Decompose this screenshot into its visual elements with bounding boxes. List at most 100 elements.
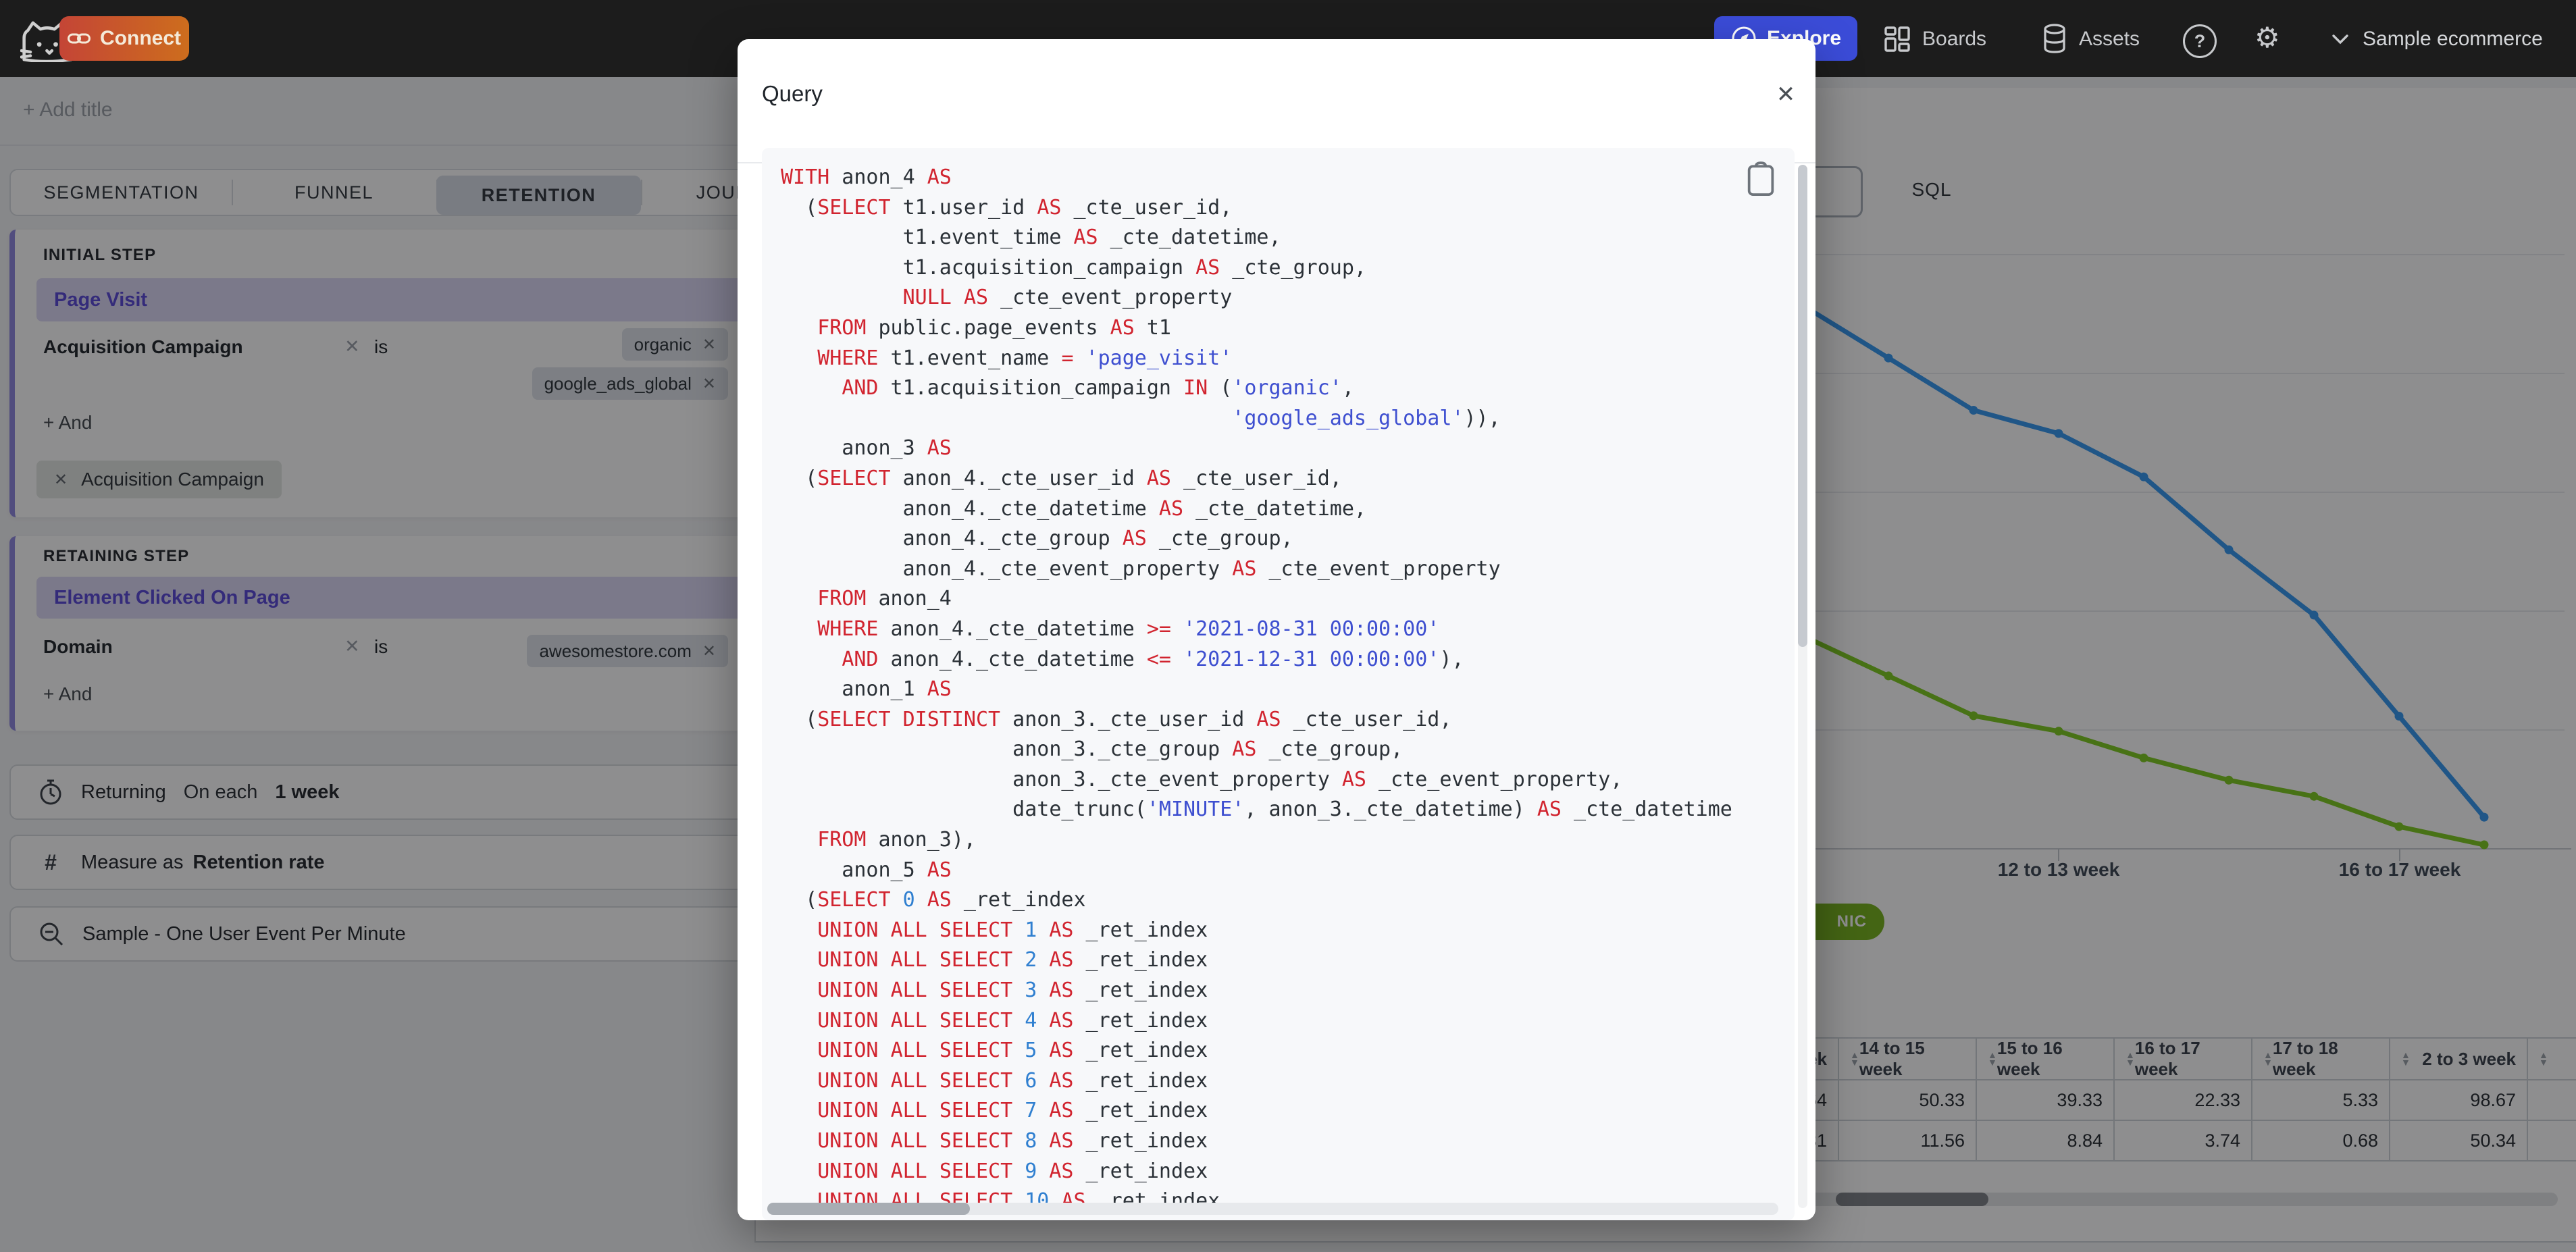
- table-header-cell[interactable]: ▲ ▼ 15 to 16 week: [1977, 1037, 2115, 1080]
- help-icon[interactable]: ?: [2183, 24, 2217, 58]
- sql-code-line: UNION ALL SELECT 5 AS _ret_index: [817, 1039, 1208, 1063]
- sql-code-line: (SELECT t1.user_id AS _cte_user_id,: [781, 195, 1233, 219]
- tab-divider: [232, 180, 233, 205]
- sort-icon[interactable]: ▲▼: [1988, 1049, 1997, 1068]
- code-horizontal-scrollbar-thumb[interactable]: [767, 1203, 970, 1215]
- assets-database-icon: [2044, 24, 2065, 53]
- tab-divider: [641, 180, 642, 205]
- data-point: [1969, 711, 1978, 721]
- retaining-filter-operator[interactable]: is: [374, 636, 388, 657]
- legend-badge-label: NIC: [1836, 912, 1867, 931]
- chip-remove-icon[interactable]: ✕: [702, 335, 716, 354]
- sql-code-line: WHERE anon_4._cte_datetime >= '2021-08-3…: [817, 617, 1440, 641]
- filter-value-chip[interactable]: organic ✕: [621, 328, 728, 361]
- stopwatch-icon: [40, 779, 61, 805]
- sql-code-line: AND t1.acquisition_campaign IN ('organic…: [842, 376, 1354, 400]
- sql-code-line: anon_3._cte_group AS _cte_group,: [781, 737, 1403, 762]
- initial-add-and-button[interactable]: + And: [43, 412, 93, 433]
- retaining-filter-name[interactable]: Domain: [43, 636, 113, 657]
- connect-label: Connect: [100, 27, 181, 49]
- sort-icon[interactable]: ▲▼: [2126, 1049, 2135, 1068]
- sql-code-line: (SELECT anon_4._cte_user_id AS _cte_user…: [781, 466, 1342, 490]
- measure-label: Measure as: [81, 851, 184, 873]
- initial-filter-operator[interactable]: is: [374, 336, 388, 357]
- table-cell: 11.56: [1839, 1121, 1977, 1162]
- initial-filter-remove-icon[interactable]: ✕: [344, 336, 360, 357]
- table-header-label: 16 to 17 week: [2134, 1038, 2200, 1079]
- code-horizontal-scrollbar[interactable]: [767, 1203, 1778, 1215]
- table-header-cell[interactable]: ▲ ▼ 16 to 17 week: [2115, 1037, 2252, 1080]
- tab-retention[interactable]: RETENTION: [436, 176, 641, 215]
- table-header-label: 14 to 15 week: [1859, 1038, 1925, 1079]
- sql-code-line: UNION ALL SELECT 3 AS _ret_index: [817, 979, 1208, 1003]
- view-tab-sql[interactable]: SQL: [1911, 179, 1952, 200]
- tab-funnel[interactable]: FUNNEL: [294, 182, 373, 203]
- returning-value: 1 week: [275, 781, 340, 803]
- sort-icon[interactable]: ▲▼: [2539, 1049, 2548, 1068]
- settings-gear-icon[interactable]: ⚙: [2255, 22, 2280, 53]
- measure-row[interactable]: # Measure as Retention rate: [9, 835, 877, 890]
- table-cell: 22.33: [2115, 1080, 2252, 1121]
- add-title-button[interactable]: + Add title: [23, 99, 113, 121]
- connect-button[interactable]: Connect: [59, 16, 189, 61]
- table-header-cell[interactable]: ▲▼3: [2528, 1037, 2576, 1080]
- data-point: [2224, 545, 2234, 554]
- sort-icon[interactable]: ▲▼: [2263, 1049, 2273, 1068]
- initial-step-card: INITIAL STEP Page Visit Acquisition Camp…: [9, 230, 852, 517]
- filter-value-label: organic: [634, 334, 692, 355]
- sort-icon[interactable]: ▲▼: [1850, 1049, 1859, 1068]
- returning-mid-label: On each: [183, 781, 258, 803]
- data-point: [2394, 822, 2404, 831]
- table-cell: [2528, 1080, 2576, 1121]
- initial-breakdown-chip[interactable]: ✕ Acquisition Campaign: [36, 461, 282, 498]
- sql-code-line: anon_5 AS: [781, 858, 952, 882]
- table-cell: 5.33: [2252, 1080, 2390, 1121]
- chip-remove-icon[interactable]: ✕: [702, 374, 716, 393]
- chevron-down-icon: [2332, 34, 2348, 45]
- table-horizontal-scrollbar-thumb[interactable]: [1836, 1193, 1988, 1206]
- close-icon[interactable]: ✕: [1776, 82, 1796, 107]
- table-cell: 0.68: [2252, 1121, 2390, 1162]
- filter-value-label: awesomestore.com: [539, 640, 692, 661]
- chip-remove-icon[interactable]: ✕: [702, 642, 716, 660]
- workspace-selector[interactable]: Sample ecommerce: [2332, 20, 2543, 58]
- sql-code-line: FROM public.page_events AS t1: [817, 315, 1171, 340]
- table-header-label: 2 to 3 week: [2422, 1048, 2516, 1069]
- sql-code-text: WITH anon_4 AS (SELECT t1.user_id AS _ct…: [781, 163, 1732, 1220]
- retaining-add-and-button[interactable]: + And: [43, 683, 93, 704]
- returning-row[interactable]: Returning On each 1 week: [9, 764, 877, 820]
- sql-code-line: UNION ALL SELECT 6 AS _ret_index: [817, 1068, 1208, 1093]
- retaining-filter-remove-icon[interactable]: ✕: [344, 636, 360, 656]
- nav-assets[interactable]: Assets: [2041, 20, 2140, 58]
- modal-scrollbar-thumb[interactable]: [1798, 165, 1807, 647]
- sql-code-line: UNION ALL SELECT 9 AS _ret_index: [817, 1159, 1208, 1183]
- retaining-step-event[interactable]: Element Clicked On Page: [36, 577, 838, 619]
- table-header-cell[interactable]: ▲ ▼ 2 to 3 week: [2390, 1037, 2528, 1080]
- copy-icon[interactable]: [1746, 161, 1776, 197]
- nav-boards[interactable]: Boards: [1883, 20, 1986, 58]
- filter-value-chip[interactable]: google_ads_global ✕: [532, 367, 728, 400]
- table-header-cell[interactable]: ▲ ▼ 14 to 15 week: [1839, 1037, 1977, 1080]
- sql-code-line: UNION ALL SELECT 1 AS _ret_index: [817, 918, 1208, 942]
- sql-code-block: WITH anon_4 AS (SELECT t1.user_id AS _ct…: [762, 148, 1795, 1220]
- table-cell: 8.84: [1977, 1121, 2115, 1162]
- data-point: [2139, 753, 2148, 762]
- data-point: [2309, 791, 2319, 801]
- initial-filter-name[interactable]: Acquisition Campaign: [43, 336, 243, 357]
- table-header-label: 17 to 18 week: [2272, 1038, 2338, 1079]
- sql-code-line: date_trunc('MINUTE', anon_3._cte_datetim…: [781, 798, 1732, 822]
- measure-value: Retention rate: [192, 851, 325, 873]
- assets-label: Assets: [2079, 28, 2140, 50]
- data-point: [1884, 353, 1893, 363]
- filter-value-chip[interactable]: awesomestore.com ✕: [527, 635, 728, 667]
- table-header-cell[interactable]: ▲ ▼ 17 to 18 week: [2252, 1037, 2390, 1080]
- breakdown-remove-icon[interactable]: ✕: [54, 470, 68, 489]
- sort-icon[interactable]: ▲▼: [2401, 1049, 2411, 1068]
- workspace-label: Sample ecommerce: [2363, 28, 2543, 50]
- sample-row[interactable]: Sample - One User Event Per Minute: [9, 906, 877, 962]
- boards-grid-icon: [1884, 26, 1910, 52]
- initial-step-event[interactable]: Page Visit: [36, 278, 838, 321]
- data-point: [1969, 406, 1978, 415]
- tab-segmentation[interactable]: SEGMENTATION: [43, 182, 199, 203]
